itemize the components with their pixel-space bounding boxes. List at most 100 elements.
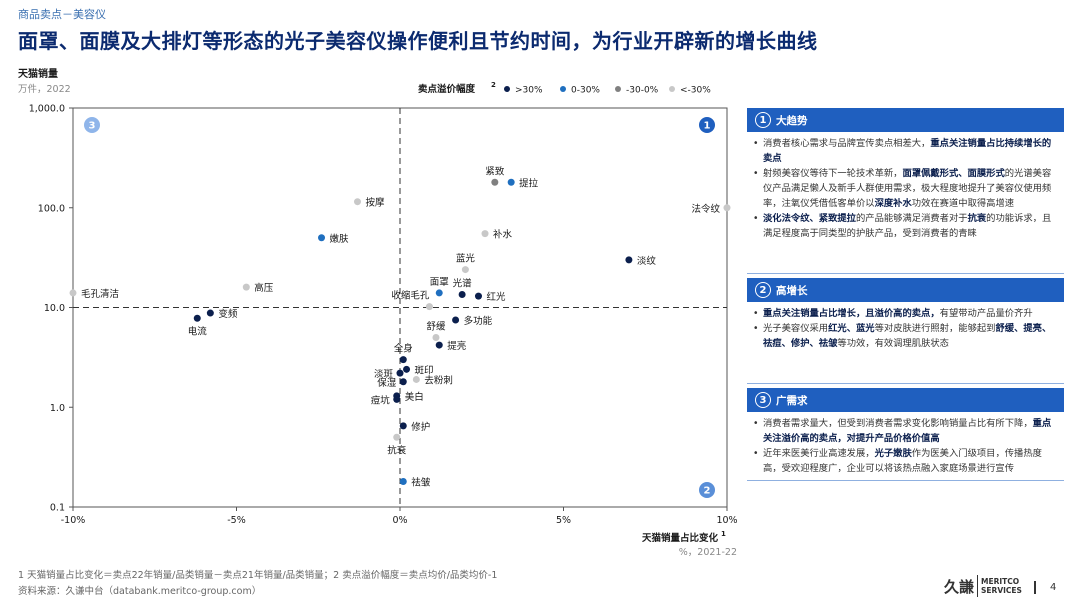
quadrant-badge-1 [699,117,715,133]
data-point [452,316,460,324]
section-header: 3 广需求 [747,388,1064,412]
data-point-label: 面罩 [430,277,449,288]
x-axis-title-superscript: 1 [721,530,726,538]
y-axis-subtitle: 万件，2022 [18,83,71,95]
data-point [507,178,515,186]
quadrant-badge-3 [84,117,100,133]
bullet-text: 光子美容仪采用 [763,323,829,334]
data-point-label: 斑印 [415,364,434,376]
logo-chinese: 久謙 [944,577,975,596]
section-bullet: 淡化法令纹、紧致提拉的产品能够满足消费者对于抗衰的功能诉求，且满足程度高于同类型… [753,211,1058,241]
data-point-label: 痘坑 [371,394,391,406]
data-point-label: 补水 [493,229,513,241]
data-point [69,289,77,297]
x-tick-label: 10% [716,515,737,526]
data-point-label: 嫩肤 [330,233,350,245]
bullet-highlight: 淡化法令纹、紧致提拉 [763,213,856,224]
x-tick-label: 0% [392,515,407,526]
logo-divider [977,575,979,597]
bullet-highlight: 重点关注销量占比增长，且溢价高的卖点， [763,308,940,319]
data-point-label: 红光 [486,291,506,303]
data-point-label: 淡纹 [637,255,657,267]
quadrant-badge-2 [699,482,715,498]
bullet-text: 作为医美入门级项目，传播热度高，受欢迎程度广，企业可以将该热点融入家庭场景进行宣… [763,448,1042,474]
quadrant-badge-label: 2 [704,486,711,497]
data-point [393,433,401,441]
data-point-label: 保湿 [377,377,397,389]
data-point [458,290,466,298]
section-bullet: 光子美容仪采用红光、蓝光等对皮肤进行照射，能够起到舒缓、提亮、祛痘、修护、祛皱等… [753,321,1058,351]
data-point [206,309,214,317]
data-point-label: 美白 [405,391,424,403]
data-point-label: 淡斑 [374,368,394,380]
data-point [353,198,361,206]
data-point [625,256,633,264]
data-point-label: 祛皱 [411,477,431,489]
data-point [461,266,469,274]
data-point-label: 多功能 [464,315,493,327]
data-point [399,422,407,430]
y-axis-title: 天猫销量 [18,67,58,80]
data-point-label: 抗衰 [387,444,407,456]
data-point-label: 舒缓 [426,321,446,333]
data-point-label: 法令纹 [691,203,720,215]
legend-title-superscript: 2 [491,81,496,89]
bullet-highlight: 红光、蓝光 [828,323,875,334]
section-bullet: 重点关注销量占比增长，且溢价高的卖点，有望带动产品量价齐升 [753,306,1058,321]
bullet-text: 等功效，有效调理肌肤状态 [837,338,949,349]
section-number: 1 [755,112,771,128]
data-point-label: 光谱 [453,277,473,289]
data-point-label: 提亮 [447,340,466,352]
data-point-label: 提拉 [519,177,539,189]
data-point [396,369,404,377]
bullet-highlight: 抗衰 [967,213,987,224]
section-body: 消费者需求量大，但受到消费者需求变化影响销量占比有所下降，重点关注溢价高的卖点，… [747,412,1064,481]
x-tick-label: 5% [556,515,571,526]
section-bullet: 消费者需求量大，但受到消费者需求变化影响销量占比有所下降，重点关注溢价高的卖点，… [753,416,1058,446]
legend-marker [560,86,566,92]
company-logo: 久謙 MERITCO SERVICES [944,575,1022,597]
data-point-label: 收缩毛孔 [391,290,430,302]
section-title: 广需求 [776,394,808,407]
y-tick-label: 1.0 [50,403,65,414]
footnote: 1 天猫销量占比变化＝卖点22年销量/品类销量－卖点21年销量/品类销量；2 卖… [18,570,498,581]
data-point-label: 变频 [218,308,238,320]
bullet-text: 等对皮肤进行照射，能够起到 [874,323,996,334]
quadrant-badge-label: 1 [704,121,711,132]
data-point [242,283,250,291]
logo-english-line1: MERITCO [981,577,1020,586]
data-point-label: 高压 [254,282,274,294]
legend-marker [669,86,675,92]
data-point-label: 紧致 [485,165,505,177]
bullet-highlight: 重点关注销量占比持续增长的卖点 [763,138,1052,164]
section-body: 消费者核心需求与品牌宣传卖点相差大，重点关注销量占比持续增长的卖点射频美容仪等待… [747,132,1064,274]
data-point [435,341,443,349]
section-bullet: 消费者核心需求与品牌宣传卖点相差大，重点关注销量占比持续增长的卖点 [753,136,1058,166]
page-title: 面罩、面膜及大排灯等形态的光子美容仪操作便利且节约时间，为行业开辟新的增长曲线 [18,29,818,53]
legend-label: 0-30% [571,86,600,96]
data-point [425,303,433,311]
legend-marker [504,86,510,92]
y-tick-label: 10.0 [44,303,65,314]
bullet-text: 有望带动产品量价齐升 [939,308,1033,319]
data-point [193,314,201,322]
data-point [399,478,407,486]
bullet-highlight: 舒缓、提亮、祛痘、修护、祛皱 [763,323,1052,349]
section-number: 3 [755,392,771,408]
breadcrumb: 商品卖点－美容仪 [18,8,106,21]
bullet-highlight: 面罩佩戴形式、面膜形式 [902,168,1005,179]
y-tick-label: 1,000.0 [29,104,65,115]
data-point-label: 毛孔清洁 [81,288,119,300]
bullet-text: 近年来医美行业高速发展， [763,448,875,459]
bullet-text: 的产品能够满足消费者对于 [855,213,968,224]
bullet-highlight: 光子嫩肤 [874,448,912,459]
data-point [435,289,443,297]
section-title: 高增长 [776,284,808,297]
data-point-label: 蓝光 [456,253,476,265]
bullet-highlight: 深度补水 [874,198,912,209]
y-tick-label: 100.0 [38,203,65,214]
bullet-text: 消费者核心需求与品牌宣传卖点相差大， [763,138,931,149]
x-tick-label: -5% [227,515,246,526]
source-note: 资料来源：久谦中台（databank.meritco-group.com） [18,586,262,597]
